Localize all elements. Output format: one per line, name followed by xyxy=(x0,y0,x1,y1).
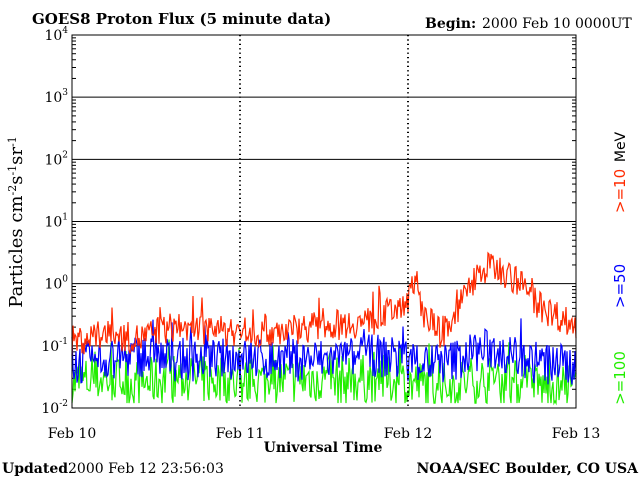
y-tick-labels: 10-2 10-1 100 101 102 103 104 xyxy=(41,26,68,417)
x-tick-label: Feb 11 xyxy=(216,426,264,442)
y-tick-label: 104 xyxy=(44,26,68,44)
footer: Updated 2000 Feb 12 23:56:03 NOAA/SEC Bo… xyxy=(2,461,639,477)
y-axis-label-exp: -1 xyxy=(6,136,19,147)
x-tick-label: Feb 10 xyxy=(48,426,96,442)
x-axis-label: Universal Time xyxy=(264,440,383,456)
y-tick-label: 101 xyxy=(44,213,68,231)
y-tick-label: 10-2 xyxy=(41,399,68,417)
x-tick-label: Feb 12 xyxy=(384,426,432,442)
credit-text: NOAA/SEC Boulder, CO USA xyxy=(417,461,640,477)
y-axis-label-exp: -2 xyxy=(6,185,19,196)
y-axis-label-part: s xyxy=(6,176,27,185)
y-tick-label: 103 xyxy=(44,88,68,106)
x-tick-label: Feb 13 xyxy=(552,426,600,442)
legend-series-ge100: >=100 xyxy=(611,351,629,405)
series-layer xyxy=(71,251,577,406)
plot-frame xyxy=(71,34,577,409)
y-tick-label: 100 xyxy=(44,275,68,293)
legend-unit: MeV xyxy=(613,131,629,162)
day-ticks xyxy=(239,35,409,408)
legend: MeV >=10 >=50 >=100 xyxy=(611,131,629,404)
y-tick-label: 102 xyxy=(44,150,68,168)
series-line xyxy=(71,339,577,406)
chart-title: GOES8 Proton Flux (5 minute data) xyxy=(32,10,331,28)
updated-value: 2000 Feb 12 23:56:03 xyxy=(68,461,224,477)
series-line xyxy=(71,251,577,356)
y-axis-label-part: Particles cm xyxy=(6,196,27,308)
updated-label: Updated xyxy=(2,461,68,477)
y-axis-label: Particles cm-2s-1sr-1 xyxy=(6,136,28,307)
x-tick-labels: Feb 10 Feb 11 Feb 12 Feb 13 xyxy=(48,426,600,442)
begin-value: 2000 Feb 10 0000UT xyxy=(482,16,632,32)
legend-series-ge50: >=50 xyxy=(611,264,629,308)
y-axis-label-exp: -1 xyxy=(6,165,19,176)
begin-label: Begin: xyxy=(425,16,476,32)
legend-series-ge10: >=10 xyxy=(611,169,629,213)
header: GOES8 Proton Flux (5 minute data) Begin:… xyxy=(32,10,632,32)
y-axis-label-part: sr xyxy=(6,147,27,165)
y-tick-label: 10-1 xyxy=(41,337,68,355)
